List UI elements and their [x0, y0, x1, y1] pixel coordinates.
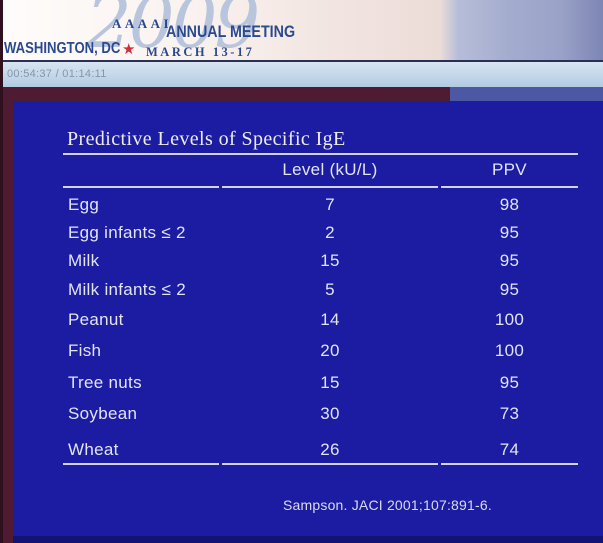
player-timebar[interactable]: 00:54:37 / 01:14:11 — [0, 62, 603, 87]
row-level: 20 — [320, 341, 340, 360]
row-label: Tree nuts — [68, 373, 142, 392]
row-ppv: 73 — [499, 404, 520, 423]
logo-dates: MARCH 13-17 — [146, 45, 255, 59]
star-icon: ★ — [122, 41, 136, 58]
column-header-level: Level (kU/L) — [282, 160, 378, 179]
logo-aaaai: AAAAI — [112, 16, 173, 31]
left-edge-border — [0, 0, 3, 543]
row-ppv: 95 — [499, 373, 520, 392]
row-ppv: 100 — [494, 310, 525, 329]
slide-title: Predictive Levels of Specific IgE — [67, 128, 346, 150]
slide-bottom-edge — [13, 536, 603, 543]
row-ppv: 98 — [499, 195, 520, 214]
logo-year: 2009 — [86, 0, 260, 60]
bottom-rule-segment — [222, 463, 438, 465]
row-label: Milk infants ≤ 2 — [68, 280, 187, 299]
header-divider — [0, 60, 603, 62]
row-level: 15 — [320, 251, 340, 270]
conference-banner: 2009 AAAAI ANNUAL MEETING WASHINGTON, DC… — [0, 0, 603, 60]
presentation-slide: Predictive Levels of Specific IgE Level … — [13, 101, 603, 543]
column-header-ppv: PPV — [492, 160, 527, 179]
row-level: 2 — [325, 223, 335, 242]
row-label: Wheat — [68, 440, 119, 459]
row-level: 30 — [320, 404, 340, 423]
row-level: 7 — [325, 195, 335, 214]
logo-city: WASHINGTON, DC — [4, 40, 121, 57]
row-level: 14 — [320, 310, 340, 329]
row-ppv: 74 — [499, 440, 520, 459]
row-ppv: 95 — [499, 280, 520, 299]
header-rule-segment — [63, 186, 219, 188]
bottom-rule-segment — [441, 463, 578, 465]
header-rule-segment — [222, 186, 438, 188]
video-region[interactable]: Predictive Levels of Specific IgE Level … — [0, 87, 603, 543]
row-level: 5 — [325, 280, 335, 299]
row-label: Soybean — [68, 404, 138, 423]
row-label: Fish — [68, 341, 102, 360]
bottom-rule-segment — [63, 463, 219, 465]
row-label: Egg — [68, 195, 100, 214]
row-ppv: 95 — [499, 251, 520, 270]
row-level: 26 — [320, 440, 340, 459]
title-rule — [63, 153, 578, 155]
row-label: Egg infants ≤ 2 — [68, 223, 186, 242]
row-level: 15 — [320, 373, 340, 392]
row-ppv: 95 — [499, 223, 520, 242]
timecode-label: 00:54:37 / 01:14:11 — [7, 68, 107, 80]
row-label: Milk — [68, 251, 100, 270]
header-rule-segment — [441, 186, 578, 188]
slate-strip — [450, 87, 603, 101]
citation: Sampson. JACI 2001;107:891-6. — [283, 497, 492, 513]
logo-annual-meeting: ANNUAL MEETING — [166, 22, 296, 41]
row-ppv: 100 — [494, 341, 525, 360]
row-label: Peanut — [68, 310, 124, 329]
